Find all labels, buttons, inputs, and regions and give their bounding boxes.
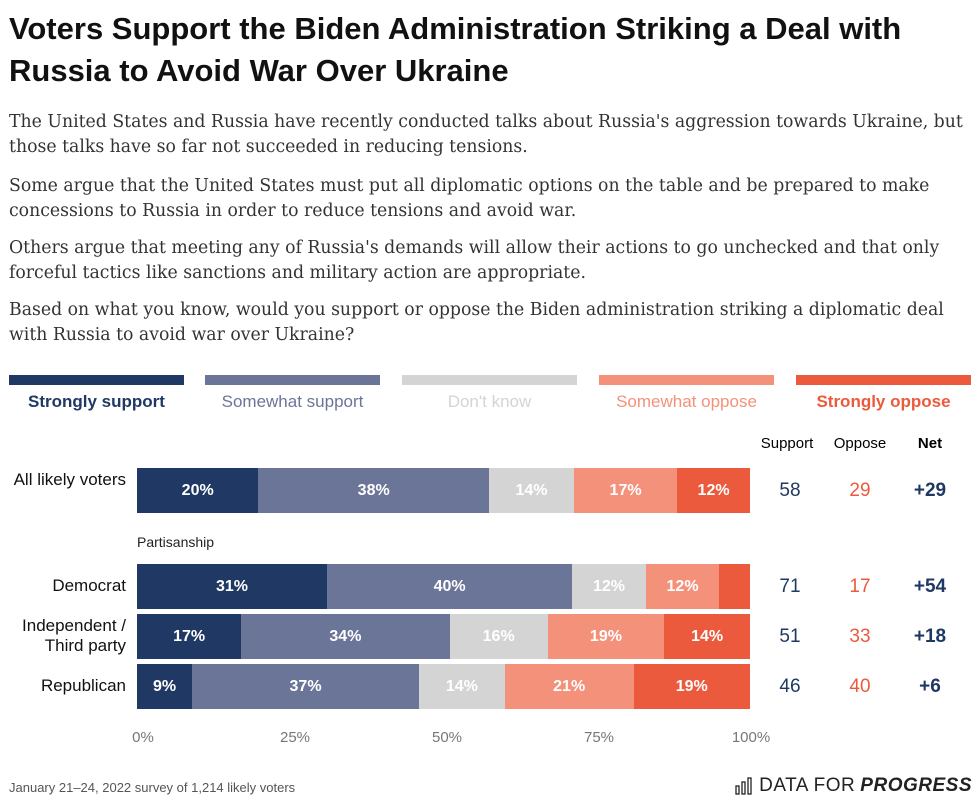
question-paragraph: Based on what you know, would you suppor…: [9, 300, 944, 345]
oppose-value: 33: [849, 626, 871, 647]
legend-label-somewhat-oppose: Somewhat oppose: [616, 392, 757, 411]
bar-segment-dont-know: 12%: [572, 564, 646, 609]
survey-footnote: January 21–24, 2022 survey of 1,214 like…: [9, 780, 296, 795]
support-column-header: Support: [760, 435, 814, 452]
net-value: +29: [913, 480, 947, 501]
legend-swatch-dont-know: [402, 375, 577, 385]
net-value: +54: [913, 576, 947, 597]
x-tick-label: 75%: [583, 729, 615, 746]
net-value: +6: [919, 676, 941, 697]
row-label: Republican: [40, 676, 126, 695]
bar-segment-somewhat-oppose: 21%: [504, 664, 634, 709]
bar-segment-strongly-support: 31%: [137, 564, 328, 609]
bar-segment-strongly-support: 9%: [137, 664, 193, 709]
intro-paragraph-3: Others argue that meeting any of Russia'…: [9, 238, 940, 283]
row-label: All likely voters: [13, 470, 126, 489]
bar-segment-dont-know: 16%: [449, 614, 548, 659]
data-for-progress-logo: DATA FOR PROGRESS: [735, 775, 972, 797]
oppose-value: 40: [849, 676, 871, 697]
bar-chart-logo-icon: [735, 777, 752, 795]
bar-segment-dont-know: 14%: [489, 468, 574, 513]
x-tick-label: 25%: [279, 729, 311, 746]
bar-segment-somewhat-support: 38%: [258, 468, 489, 513]
legend-label-dont-know: Don't know: [447, 392, 532, 411]
partisanship-subheading: Partisanship: [137, 534, 215, 550]
support-value: 46: [779, 676, 801, 697]
brand-bold-text: PROGRESS: [860, 775, 972, 796]
legend-label-strongly-support: Strongly support: [28, 392, 165, 411]
bar-segment-strongly-oppose: 12%: [677, 468, 750, 513]
bar-segment-somewhat-oppose: 12%: [645, 564, 720, 609]
bar-segment-dont-know: 14%: [418, 664, 505, 709]
x-tick-label: 0%: [132, 729, 154, 746]
legend-label-somewhat-support: Somewhat support: [221, 392, 364, 411]
bar-segment-somewhat-support: 37%: [192, 664, 419, 709]
oppose-value: 17: [849, 576, 871, 597]
x-tick-label: 100%: [731, 729, 771, 746]
net-value: +18: [913, 626, 947, 647]
oppose-column-header: Oppose: [833, 435, 887, 452]
row-label: Independent / Third party: [22, 616, 126, 655]
brand-light-text: DATA FOR: [759, 775, 856, 796]
bar-segment-strongly-oppose: [719, 564, 750, 609]
intro-paragraph-2: Some argue that the United States must p…: [9, 176, 930, 221]
bar-segment-strongly-oppose: 19%: [633, 664, 750, 709]
legend-label-strongly-oppose: Strongly oppose: [816, 392, 951, 411]
bar-segment-somewhat-support: 34%: [241, 614, 450, 659]
bar-segment-strongly-support: 17%: [137, 614, 242, 659]
bar-segment-somewhat-oppose: 19%: [547, 614, 665, 659]
bar-segment-somewhat-oppose: 17%: [573, 468, 678, 513]
support-value: 71: [779, 576, 801, 597]
bar-segment-strongly-support: 20%: [137, 468, 259, 513]
support-value: 51: [779, 626, 801, 647]
legend-swatch-strongly-support: [9, 375, 184, 385]
legend-swatch-somewhat-oppose: [599, 375, 774, 385]
bar-segment-strongly-oppose: 14%: [664, 614, 750, 659]
legend-swatch-somewhat-support: [205, 375, 380, 385]
chart-title: Voters Support the Biden Administration …: [9, 11, 902, 88]
legend-swatch-strongly-oppose: [796, 375, 971, 385]
support-value: 58: [779, 480, 801, 501]
intro-paragraph-1: The United States and Russia have recent…: [9, 112, 963, 157]
oppose-value: 29: [849, 480, 871, 501]
x-tick-label: 50%: [431, 729, 463, 746]
row-label: Democrat: [52, 576, 126, 595]
bar-segment-somewhat-support: 40%: [327, 564, 573, 609]
net-column-header: Net: [917, 435, 943, 452]
